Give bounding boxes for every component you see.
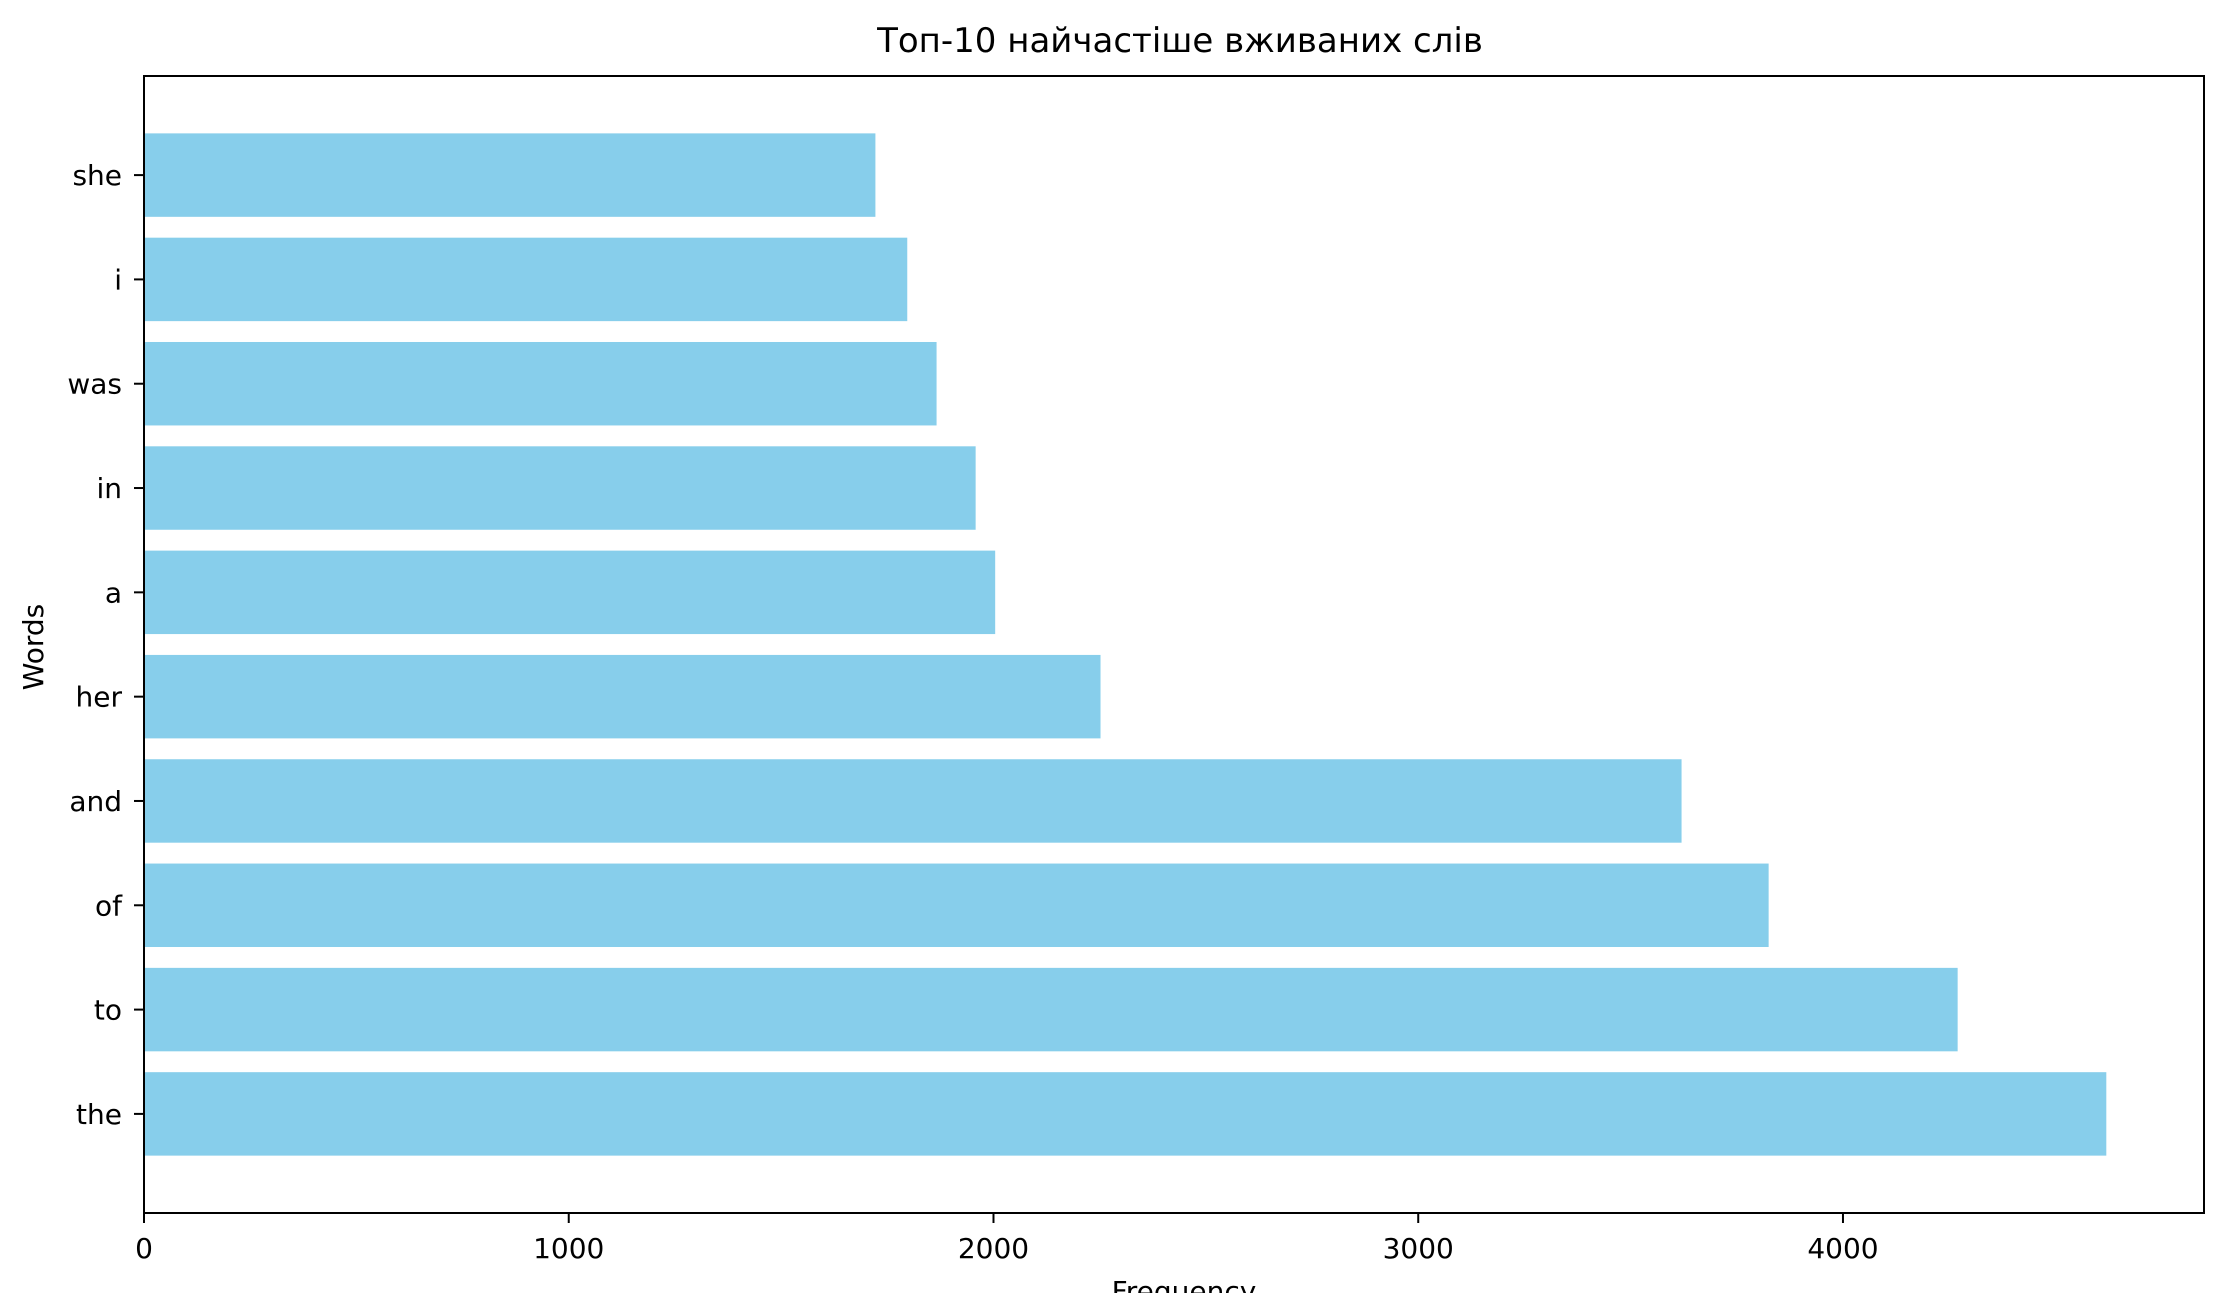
bar-a bbox=[144, 550, 996, 635]
y-tick-label: a bbox=[105, 576, 122, 609]
y-tick-label: i bbox=[114, 263, 122, 296]
bar-the bbox=[144, 1072, 2107, 1156]
bar-of bbox=[144, 863, 1769, 948]
bar-and bbox=[144, 759, 1682, 843]
y-axis-ticks: the to of and her a in was i she bbox=[67, 159, 144, 1131]
y-tick-label: to bbox=[94, 994, 122, 1027]
plot-frame bbox=[143, 75, 2205, 1214]
y-axis-label: Words bbox=[17, 604, 50, 691]
chart-title: Топ-10 найчастіше вживаних слів bbox=[876, 21, 1483, 61]
bar-i bbox=[144, 237, 908, 322]
bar-she bbox=[144, 133, 876, 217]
y-tick-label: of bbox=[95, 889, 123, 922]
y-tick-label: in bbox=[96, 472, 122, 505]
x-tick-label: 2000 bbox=[958, 1232, 1029, 1265]
x-tick-label: 0 bbox=[135, 1232, 153, 1265]
bar-in bbox=[144, 446, 976, 530]
y-tick-label: her bbox=[76, 681, 123, 714]
y-tick-label: the bbox=[76, 1098, 122, 1131]
bar-her bbox=[144, 654, 1101, 739]
x-axis-ticks: 0 1000 2000 3000 4000 bbox=[135, 1213, 1879, 1265]
bars-group bbox=[144, 133, 2107, 1156]
y-tick-label: and bbox=[69, 785, 122, 818]
bar-to bbox=[144, 967, 1958, 1052]
y-tick-label: she bbox=[72, 159, 122, 192]
bar-was bbox=[144, 341, 937, 426]
x-tick-label: 1000 bbox=[533, 1232, 604, 1265]
y-tick-label: was bbox=[67, 368, 122, 401]
x-tick-label: 3000 bbox=[1383, 1232, 1454, 1265]
x-axis-label: Frequency bbox=[1112, 1275, 1257, 1293]
x-tick-label: 4000 bbox=[1807, 1232, 1878, 1265]
